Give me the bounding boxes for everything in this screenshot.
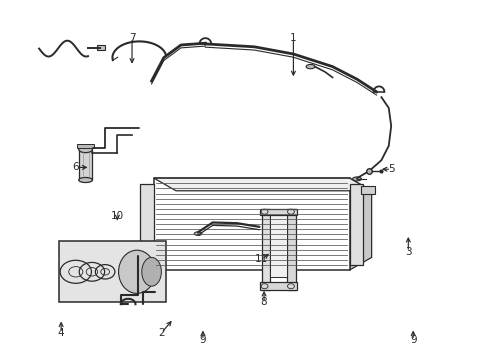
Text: 6: 6 (72, 162, 79, 172)
Text: 5: 5 (387, 164, 394, 174)
Bar (286, 209, 295, 290)
Bar (270, 211, 286, 277)
Bar (360, 186, 374, 194)
Ellipse shape (194, 232, 202, 235)
Ellipse shape (79, 146, 92, 153)
Ellipse shape (305, 64, 314, 69)
Ellipse shape (142, 257, 161, 286)
Ellipse shape (352, 177, 361, 181)
Bar (260, 209, 297, 215)
Bar (140, 184, 154, 265)
Text: 2: 2 (158, 328, 164, 338)
Polygon shape (154, 178, 371, 191)
Text: 3: 3 (404, 247, 411, 257)
Bar (79, 149, 92, 180)
Bar (97, 45, 104, 50)
Text: 11: 11 (254, 254, 268, 264)
Text: 9: 9 (199, 335, 206, 345)
Ellipse shape (79, 177, 92, 183)
Bar (349, 184, 363, 265)
Text: 7: 7 (128, 33, 135, 43)
Text: 9: 9 (409, 335, 416, 345)
Ellipse shape (118, 250, 155, 293)
Bar (77, 144, 94, 148)
Bar (154, 178, 349, 270)
Text: 8: 8 (260, 297, 267, 307)
Bar (260, 282, 297, 290)
Bar (261, 209, 270, 290)
Text: 1: 1 (289, 33, 296, 43)
Text: 4: 4 (58, 328, 64, 338)
Polygon shape (349, 178, 371, 270)
Bar (59, 241, 166, 302)
Text: 10: 10 (111, 211, 123, 221)
